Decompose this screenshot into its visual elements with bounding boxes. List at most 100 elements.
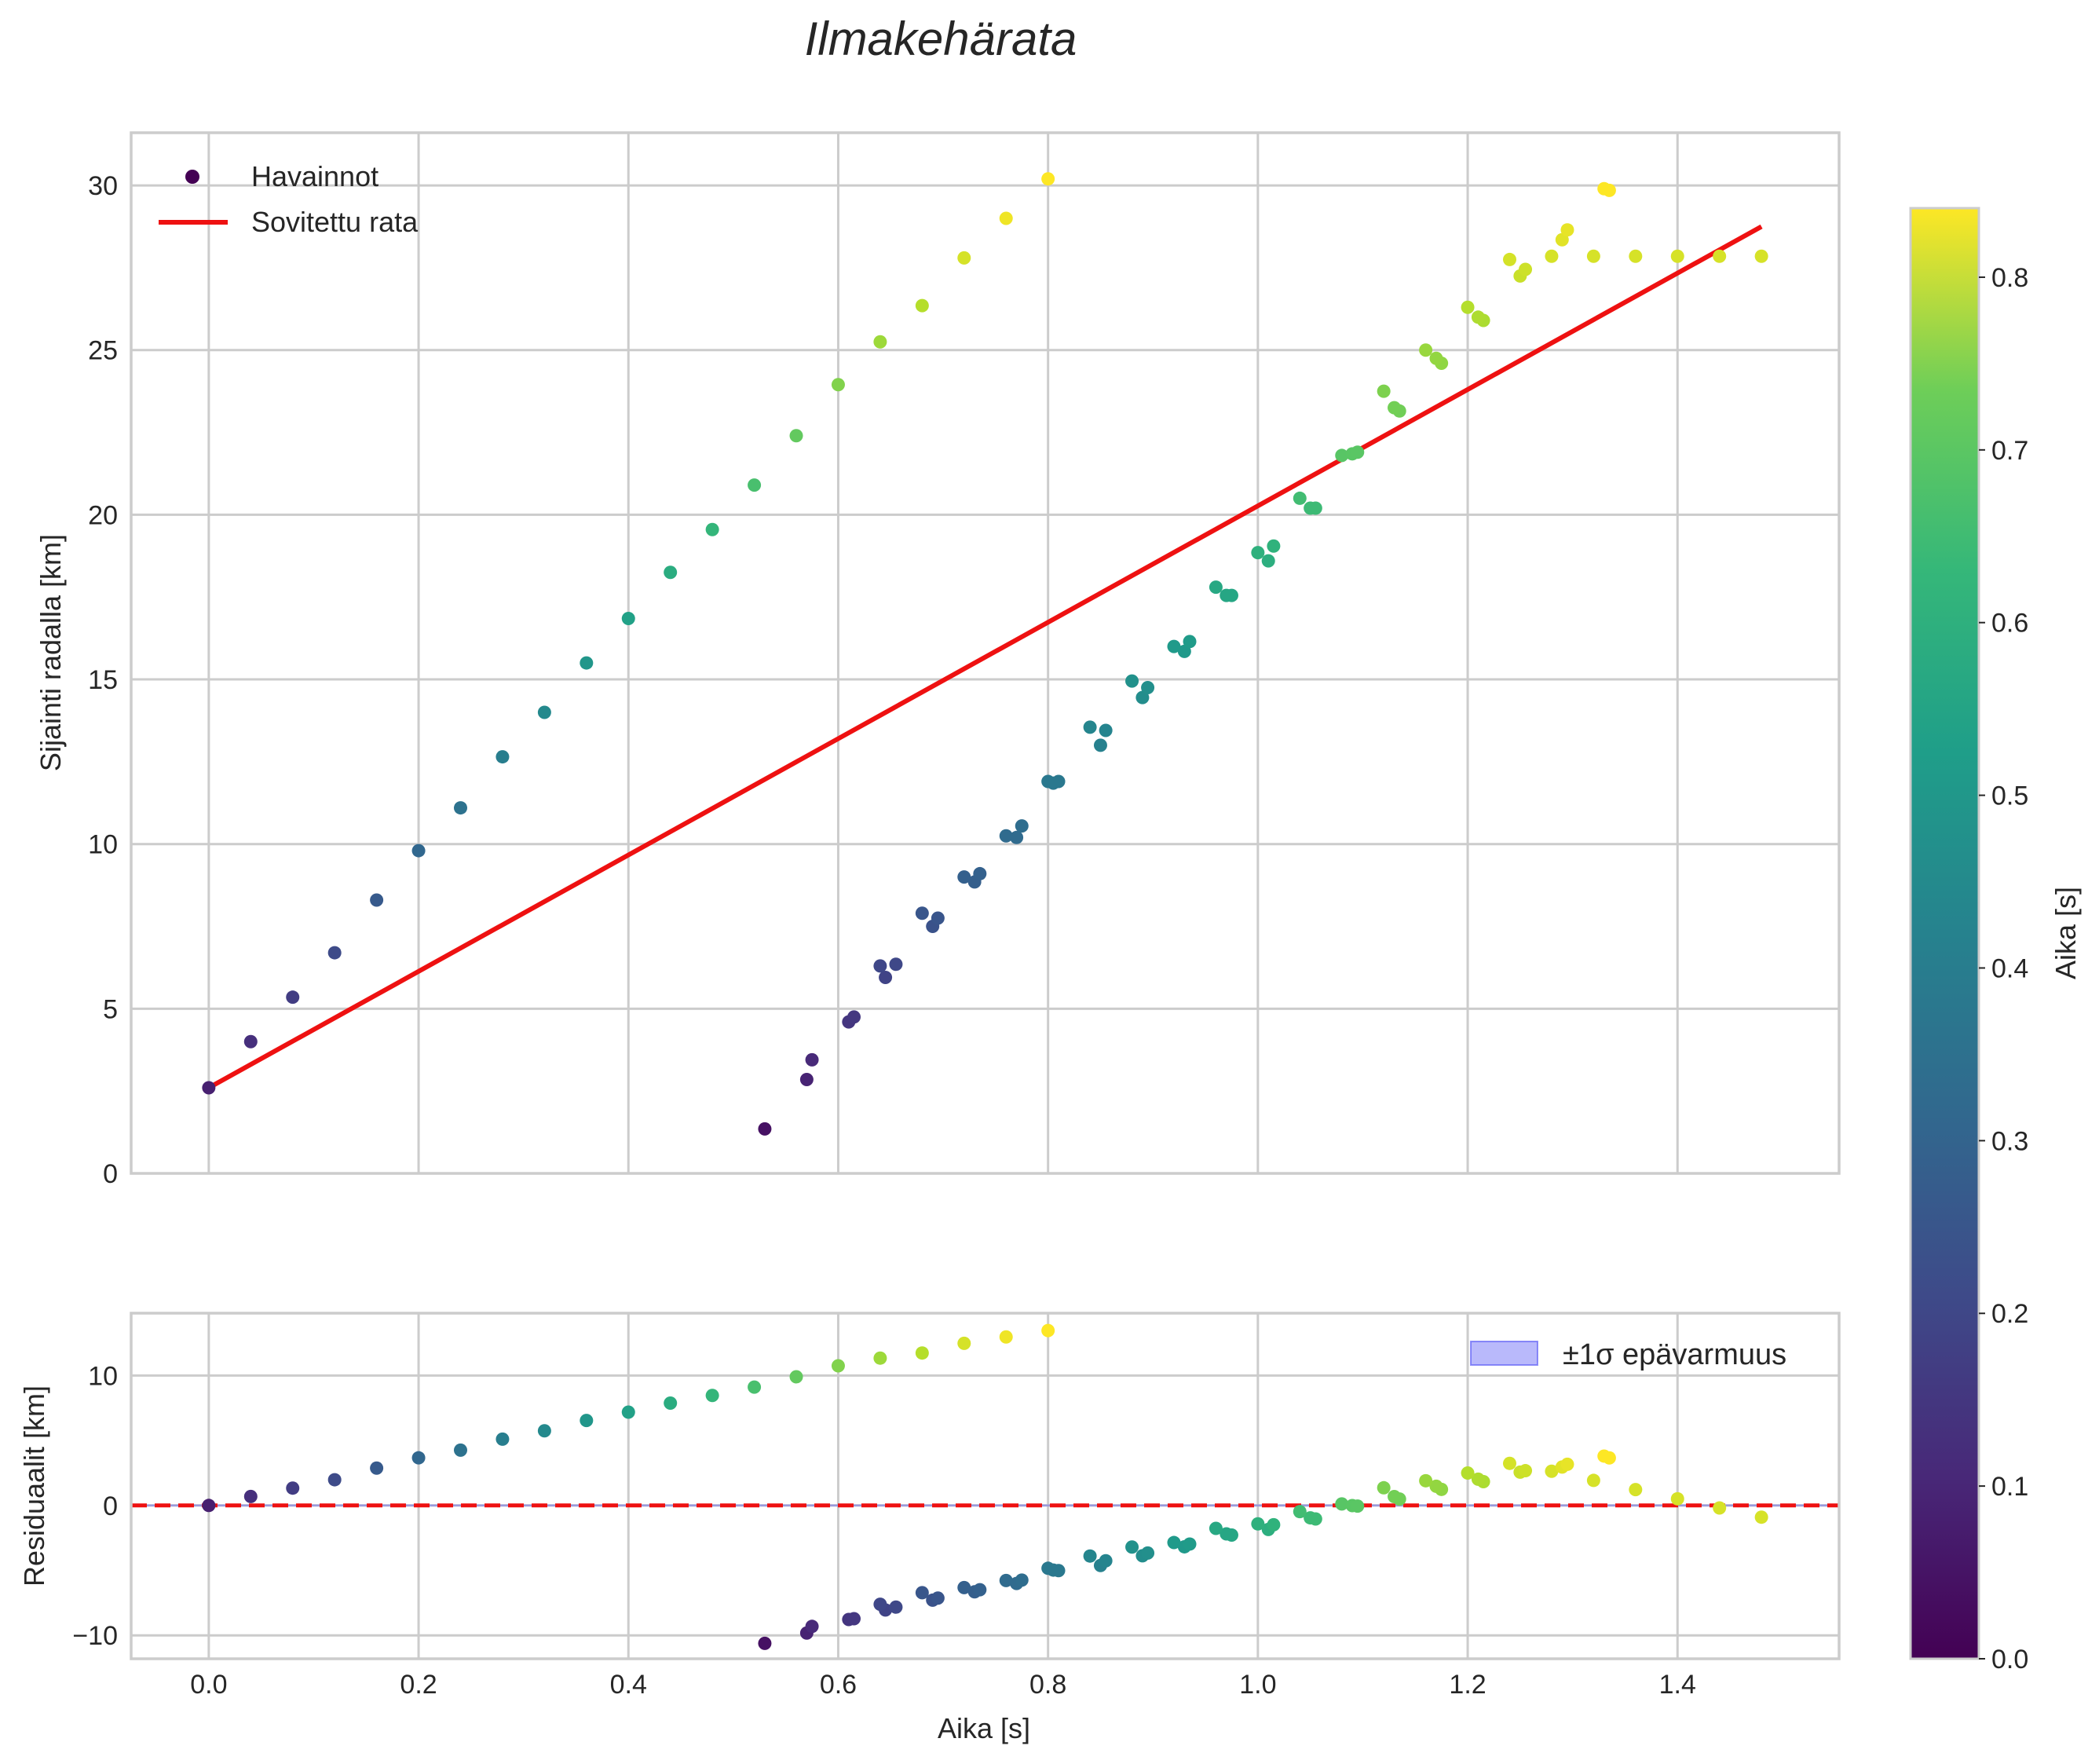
colorbar: 0.0 0.1 0.2 0.3 0.4 0.5 0.6 0.7 0.8 Aika [s]	[1909, 207, 2082, 1674]
residual-point	[1183, 1537, 1197, 1551]
residual-point	[454, 1443, 468, 1457]
residual-y-tick-label: 0	[103, 1491, 118, 1521]
residual-point	[999, 1573, 1013, 1587]
residual-y-tick-label: −10	[72, 1621, 118, 1651]
legend-label-observations: Havainnot	[251, 160, 378, 192]
residual-point	[1051, 1564, 1066, 1578]
observation-point	[1083, 720, 1097, 734]
main-y-tick-label: 15	[88, 665, 118, 695]
observation-point	[1670, 249, 1684, 263]
residual-point	[748, 1380, 762, 1394]
observation-point	[1177, 644, 1191, 658]
residual-point	[931, 1591, 945, 1605]
x-tick-labels: 0.0 0.2 0.4 0.6 0.8 1.0 1.2 1.4	[190, 1670, 1696, 1700]
residual-point	[957, 1336, 971, 1350]
colorbar-tick-labels: 0.0 0.1 0.2 0.3 0.4 0.5 0.6 0.7 0.8	[1979, 263, 2028, 1674]
main-plot-area	[131, 133, 1839, 1173]
colorbar-tick-label: 0.0	[1991, 1645, 2028, 1674]
x-tick-label: 0.2	[400, 1670, 437, 1700]
residual-point	[1351, 1499, 1365, 1513]
main-frame	[130, 131, 1841, 1175]
main-y-tick-label: 10	[88, 830, 118, 860]
residual-point	[889, 1600, 903, 1614]
observation-point	[1093, 738, 1107, 752]
observation-point	[1545, 249, 1559, 263]
observation-point	[1519, 262, 1533, 276]
observation-point	[1629, 249, 1643, 263]
residual-plot-area	[131, 1313, 1839, 1659]
observation-point	[957, 251, 971, 265]
colorbar-tick-label: 0.2	[1991, 1299, 2028, 1329]
residual-frame	[130, 1312, 1841, 1660]
residual-point	[831, 1359, 845, 1373]
observation-point	[873, 959, 887, 973]
residual-point	[1713, 1501, 1727, 1515]
residual-point	[1560, 1457, 1574, 1471]
residual-point	[286, 1481, 300, 1495]
main-y-tick-labels: 0 5 10 15 20 25 30	[88, 171, 118, 1189]
residual-point	[1267, 1517, 1281, 1532]
residual-point	[1224, 1528, 1238, 1542]
residual-point	[621, 1405, 635, 1419]
observation-point	[664, 565, 678, 580]
observation-point	[1713, 249, 1727, 263]
residual-point	[1041, 1323, 1055, 1338]
residual-point	[1419, 1473, 1433, 1488]
residual-points	[202, 1323, 1768, 1650]
observation-point	[1209, 580, 1223, 595]
residual-point	[705, 1389, 719, 1403]
residual-point	[1141, 1546, 1155, 1560]
observation-point	[580, 656, 594, 670]
observation-point	[1388, 401, 1402, 415]
main-y-axis-label: Sijainti radalla [km]	[35, 534, 67, 771]
residual-point	[1754, 1510, 1768, 1524]
residual-point	[1209, 1521, 1223, 1535]
residual-point	[1293, 1505, 1307, 1519]
observation-point	[370, 893, 384, 907]
residual-point	[805, 1619, 819, 1634]
main-y-tick-label: 5	[103, 994, 118, 1024]
observation-point	[999, 211, 1013, 225]
x-tick-label: 1.2	[1449, 1670, 1486, 1700]
residual-point	[1388, 1489, 1402, 1503]
observation-point	[915, 906, 929, 920]
observation-point	[999, 829, 1013, 843]
observation-point	[621, 611, 635, 625]
residual-point	[1597, 1449, 1611, 1463]
observation-point	[1167, 639, 1181, 653]
residual-legend: ±1σ epävarmuus	[1470, 1338, 1786, 1371]
x-tick-label: 1.4	[1659, 1670, 1696, 1700]
colorbar-tick-label: 0.1	[1991, 1472, 2028, 1502]
observation-point	[1015, 819, 1029, 833]
residual-point	[1670, 1491, 1684, 1506]
residual-point	[1629, 1483, 1643, 1497]
legend-marker-observations	[185, 170, 199, 184]
residual-y-tick-label: 10	[88, 1361, 118, 1391]
residual-point	[1586, 1473, 1600, 1488]
colorbar-gradient	[1909, 207, 1980, 1660]
residual-point	[1502, 1456, 1516, 1470]
observation-point	[805, 1052, 819, 1067]
residual-point	[1519, 1464, 1533, 1478]
observation-point	[889, 957, 903, 972]
observation-point	[915, 298, 929, 313]
residual-point	[957, 1580, 971, 1594]
residual-point	[847, 1612, 861, 1626]
observation-point	[495, 750, 510, 764]
observation-point	[879, 971, 893, 985]
fit-line	[207, 224, 1763, 1090]
observation-point	[1135, 690, 1150, 705]
x-tick-label: 0.0	[190, 1670, 227, 1700]
colorbar-tick-label: 0.5	[1991, 781, 2028, 811]
residual-point	[1377, 1480, 1391, 1495]
residual-point	[327, 1473, 342, 1487]
main-panel: 0 5 10 15 20 25 30 Sijainti radalla [km] Havai…	[35, 131, 1841, 1189]
main-y-tick-label: 30	[88, 171, 118, 201]
observation-point	[1224, 588, 1238, 602]
legend-label-uncertainty: ±1σ epävarmuus	[1563, 1338, 1786, 1371]
observation-point	[873, 335, 887, 349]
residual-point	[1335, 1497, 1349, 1511]
observation-point	[957, 870, 971, 884]
colorbar-tick-label: 0.4	[1991, 953, 2028, 983]
